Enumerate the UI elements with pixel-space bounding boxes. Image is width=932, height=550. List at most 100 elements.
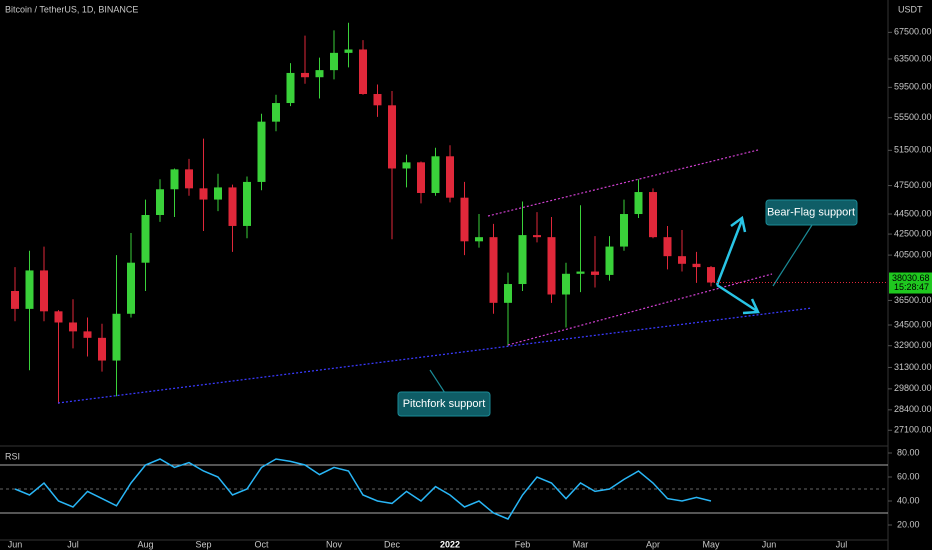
candle-body: [11, 290, 19, 309]
candle-body: [25, 270, 34, 309]
y-tick-label: 40500.00: [894, 249, 932, 259]
y-tick-label: 44500.00: [894, 208, 932, 218]
y-tick-label: 27100.00: [894, 425, 932, 435]
x-tick-label: Jul: [67, 539, 79, 549]
candle-body: [315, 70, 324, 78]
arrow-down-head: [742, 298, 760, 315]
annotation-box: [765, 199, 858, 226]
x-tick-label: Sep: [195, 539, 211, 549]
candle-body: [692, 263, 701, 268]
candle-body: [141, 215, 150, 263]
candle-body: [620, 214, 628, 247]
candle-body: [156, 189, 164, 216]
candle-body: [678, 256, 686, 264]
annotation-box: [397, 391, 491, 417]
x-tick-label: Jun: [8, 539, 23, 549]
candle-body: [286, 72, 295, 104]
y-tick-label: 34500.00: [894, 319, 932, 329]
candle-body: [402, 162, 411, 169]
x-tick-label: May: [702, 539, 720, 549]
candle-body: [460, 197, 469, 242]
candle-body: [127, 262, 135, 314]
y-tick-label: 40.00: [897, 495, 920, 505]
candle-body: [69, 322, 77, 332]
candle-body: [228, 187, 237, 226]
y-tick-label: 60.00: [897, 471, 920, 481]
candle-body: [170, 169, 179, 190]
candle-body: [54, 311, 63, 323]
candle-body: [446, 156, 454, 198]
y-tick-label: 55500.00: [894, 112, 932, 122]
annotation: Bear-Flag support: [767, 206, 855, 218]
arrow-up-head: [730, 215, 747, 233]
y-tick-label: 42500.00: [894, 228, 932, 238]
callout-line: [429, 369, 446, 394]
y-tick-label: 29800.00: [894, 383, 932, 393]
x-tick-label: Jun: [762, 539, 777, 549]
candle-body: [199, 188, 208, 200]
candle-body: [663, 237, 672, 257]
candle-body: [214, 187, 222, 200]
candle-body: [83, 331, 92, 338]
callout-line: [772, 224, 813, 287]
candle-body: [272, 103, 280, 122]
candle-body: [431, 156, 440, 193]
y-tick-label: 28400.00: [894, 404, 932, 414]
arrow-down: [716, 283, 758, 313]
chart-title: Bitcoin / TetherUS, 1D, BINANCE: [5, 4, 138, 14]
x-tick-label: 2022: [440, 539, 460, 549]
candle-body: [489, 237, 498, 303]
annotation: Pitchfork support: [403, 398, 486, 410]
pitchfork-line: [57, 307, 813, 404]
candle-body: [301, 72, 309, 78]
candle-body: [576, 271, 585, 274]
x-tick-label: Dec: [384, 539, 401, 549]
y-tick-label: 47500.00: [894, 180, 932, 190]
last-price: 38030.68: [892, 273, 930, 283]
x-tick-label: Aug: [137, 539, 153, 549]
candle-body: [504, 284, 512, 303]
arrow-up: [715, 219, 744, 286]
candle-body: [649, 192, 657, 238]
y-tick-label: 32900.00: [894, 340, 932, 350]
candle-body: [40, 270, 48, 312]
x-tick-label: Nov: [326, 539, 343, 549]
candle-body: [547, 237, 556, 295]
candle-body: [98, 337, 106, 361]
candle-body: [185, 169, 193, 189]
candle-body: [373, 94, 382, 106]
candle-body: [518, 235, 527, 285]
x-tick-label: Mar: [573, 539, 589, 549]
candle-body: [591, 271, 599, 275]
y-tick-label: 31300.00: [894, 362, 932, 372]
last-price-box: [889, 272, 932, 294]
x-tick-label: Apr: [646, 539, 660, 549]
rsi-title: RSI: [5, 451, 20, 461]
candle-body: [562, 273, 570, 295]
candle-body: [605, 246, 614, 275]
x-tick-label: Jul: [836, 539, 848, 549]
y-tick-label: 67500.00: [894, 27, 932, 37]
candle-body: [243, 181, 251, 226]
x-tick-label: Feb: [515, 539, 531, 549]
candle-body: [112, 313, 121, 361]
currency: USDT: [898, 4, 923, 14]
y-tick-label: 63500.00: [894, 53, 932, 63]
channel-upper: [487, 149, 759, 217]
x-tick-label: Oct: [254, 539, 269, 549]
channel-lower: [507, 273, 773, 346]
candle-body: [475, 237, 483, 242]
candle-body: [344, 49, 353, 53]
candle-body: [417, 162, 425, 193]
candle-body: [359, 49, 367, 95]
candle-body: [388, 105, 396, 169]
countdown: 15:28:47: [894, 282, 929, 292]
y-tick-label: 20.00: [897, 519, 920, 529]
candle-body: [634, 192, 643, 215]
candle-body: [707, 267, 715, 283]
y-tick-label: 80.00: [897, 447, 920, 457]
y-tick-label: 36500.00: [894, 295, 932, 305]
candle-body: [257, 121, 266, 182]
